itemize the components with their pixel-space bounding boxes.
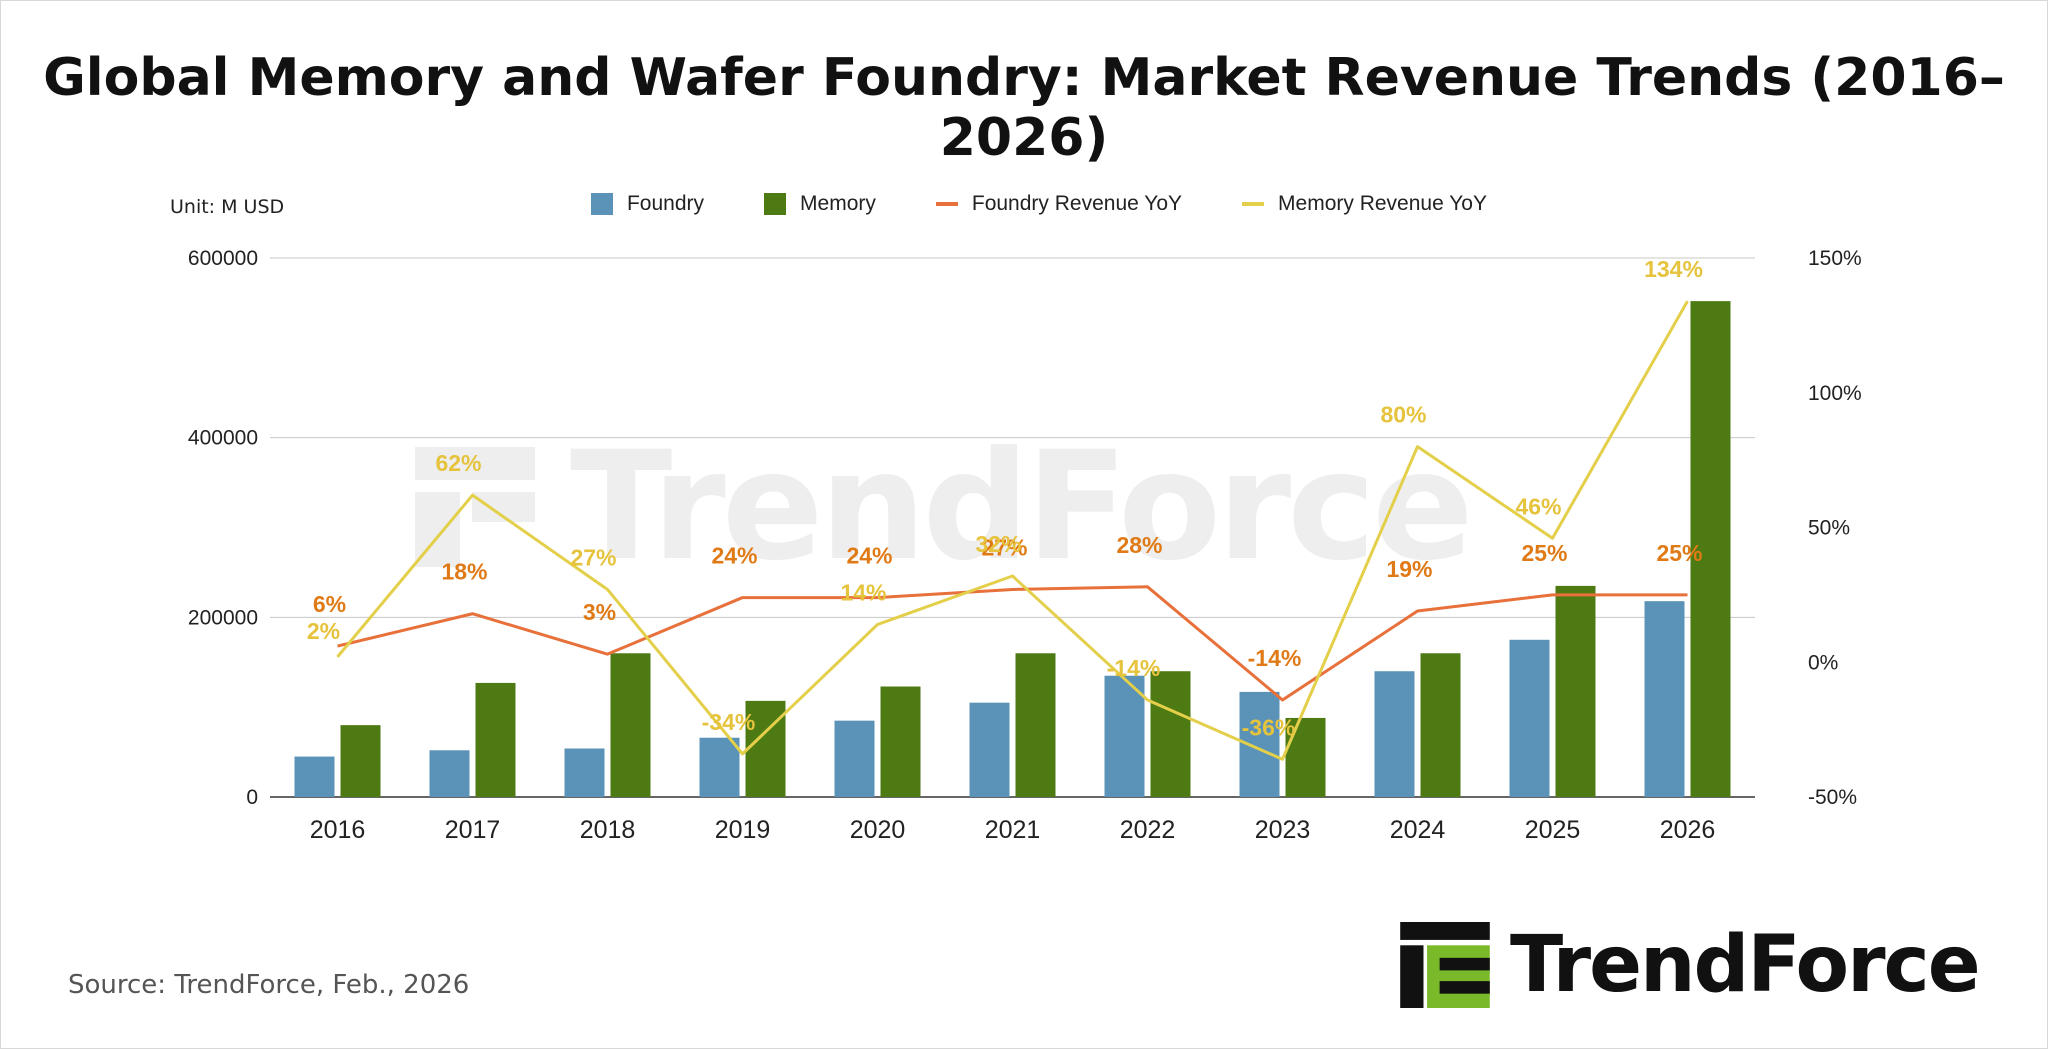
legend-swatch-foundry-yoy [935, 202, 958, 206]
y-left-tick-label: 200000 [188, 606, 258, 629]
legend-label-foundry: Foundry [626, 192, 705, 215]
x-tick-label: 2023 [1255, 816, 1311, 844]
bar-foundry [1104, 675, 1145, 797]
watermark: TrendForce [400, 420, 1474, 594]
data-label-foundry-yoy: 27% [981, 534, 1027, 560]
data-label-memory-yoy: 32% [975, 531, 1021, 557]
y-right-tick-label: 0% [1808, 651, 1838, 674]
data-label-foundry-yoy: 18% [441, 559, 487, 585]
logo-text: TrendForce [1510, 920, 1981, 1010]
y-left-tick-label: 400000 [188, 427, 258, 450]
data-label-foundry-yoy: 3% [583, 599, 616, 625]
bar-foundry [1509, 639, 1550, 797]
line-foundry-yoy [337, 585, 1688, 702]
chart-title: Global Memory and Wafer Foundry: Market … [43, 48, 2005, 168]
data-label-memory-yoy: -34% [702, 709, 756, 735]
data-label-memory-yoy: 2% [307, 618, 340, 644]
x-tick-label: 2020 [850, 816, 906, 844]
x-tick-label: 2025 [1525, 816, 1581, 844]
data-label-foundry-yoy: 19% [1386, 556, 1432, 582]
bar-memory [745, 700, 786, 797]
legend: Foundry Memory Foundry Revenue YoY Memor… [0, 192, 2048, 216]
legend-swatch-memory [764, 193, 787, 215]
bar-memory [880, 686, 921, 797]
legend-label-foundry-yoy: Foundry Revenue YoY [971, 192, 1183, 215]
bar-foundry [834, 720, 875, 797]
x-tick-label: 2024 [1390, 816, 1446, 844]
data-label-foundry-yoy: 25% [1656, 540, 1702, 566]
bar-foundry [969, 702, 1010, 797]
watermark-text: TrendForce [570, 420, 1474, 594]
data-label-foundry-yoy: 24% [846, 543, 892, 569]
data-label-foundry-yoy: 6% [313, 591, 346, 617]
bar-memory [1015, 653, 1056, 797]
x-tick-label: 2026 [1660, 816, 1716, 844]
y-right-tick-label: -50% [1808, 786, 1857, 809]
data-label-memory-yoy: 80% [1380, 402, 1426, 428]
y-left-tick-label: 600000 [188, 247, 258, 270]
data-label-memory-yoy: 27% [570, 544, 616, 570]
watermark-logo-icon [415, 447, 535, 567]
legend-item-memory: Memory [764, 192, 876, 216]
data-label-memory-yoy: 62% [435, 450, 481, 476]
y-right-tick-label: 50% [1808, 517, 1850, 540]
data-label-memory-yoy: 134% [1644, 256, 1703, 282]
bar-memory [1555, 585, 1596, 797]
x-tick-label: 2016 [310, 816, 366, 844]
x-tick-label: 2022 [1120, 816, 1176, 844]
bar-memory [340, 725, 381, 797]
data-label-memory-yoy: 46% [1515, 493, 1561, 519]
bar-foundry [699, 737, 740, 797]
data-label-memory-yoy: 14% [840, 580, 886, 606]
unit-label: Unit: M USD [170, 196, 285, 218]
y-right-tick-label: 100% [1808, 382, 1862, 405]
x-tick-label: 2021 [985, 816, 1041, 844]
brand-logo: TrendForce [1400, 920, 1981, 1010]
legend-item-foundry-yoy: Foundry Revenue YoY [935, 192, 1183, 216]
data-label-foundry-yoy: 28% [1116, 532, 1162, 558]
y-right-tick-label: 150% [1808, 247, 1862, 270]
data-label-memory-yoy: -36% [1242, 714, 1296, 740]
y-left-tick-label: 0 [246, 786, 258, 809]
bar-memory [1420, 653, 1461, 797]
trendforce-logo-icon [1400, 922, 1490, 1008]
bar-memory [610, 653, 651, 797]
bar-foundry [564, 748, 605, 797]
data-label-memory-yoy: -14% [1107, 655, 1161, 681]
line-memory-yoy [336, 300, 1689, 761]
legend-swatch-memory-yoy [1242, 202, 1265, 206]
bar-foundry [294, 756, 335, 797]
data-label-foundry-yoy: 24% [711, 543, 757, 569]
bar-foundry [1644, 601, 1685, 797]
bar-foundry [429, 750, 470, 797]
source-note: Source: TrendForce, Feb., 2026 [68, 970, 470, 1000]
bar-memory [1285, 717, 1326, 797]
bar-memory [1150, 671, 1191, 797]
x-tick-label: 2019 [715, 816, 771, 844]
bar-memory [1690, 301, 1731, 797]
data-label-foundry-yoy: 25% [1521, 540, 1567, 566]
legend-item-foundry: Foundry [590, 192, 705, 216]
bar-memory [475, 682, 516, 797]
x-tick-label: 2018 [580, 816, 636, 844]
legend-swatch-foundry [590, 193, 613, 215]
x-tick-label: 2017 [445, 816, 501, 844]
legend-item-memory-yoy: Memory Revenue YoY [1242, 192, 1487, 216]
legend-label-memory: Memory [800, 192, 876, 215]
legend-label-memory-yoy: Memory Revenue YoY [1278, 192, 1487, 215]
data-label-foundry-yoy: -14% [1248, 645, 1302, 671]
bar-foundry [1374, 671, 1415, 797]
